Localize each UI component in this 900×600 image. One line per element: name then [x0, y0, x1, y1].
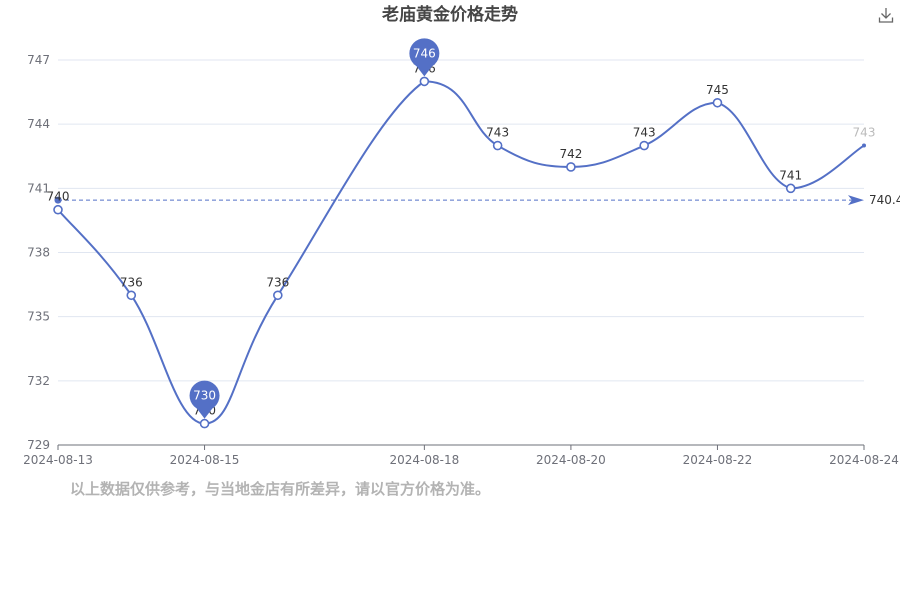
data-label: 740 — [47, 190, 70, 204]
data-label: 743 — [486, 126, 509, 140]
average-line-label: 740.4 — [869, 193, 900, 207]
grid-lines — [58, 59, 864, 382]
data-label: 743 — [853, 126, 876, 140]
data-point — [566, 162, 576, 172]
average-line-arrow — [848, 195, 864, 206]
data-point — [492, 140, 503, 151]
data-point — [199, 418, 210, 429]
disclaimer-text: 以上数据仅供参考，与当地金店有所差异，请以官方价格为准。 — [70, 480, 491, 498]
x-tick-label: 2024-08-18 — [389, 453, 459, 467]
y-tick-label: 738 — [27, 246, 50, 260]
max-marker-pin — [409, 38, 440, 69]
series-layer — [57, 80, 865, 425]
chart-title: 老庙黄金价格走势 — [381, 4, 518, 25]
markers: 746 730 — [189, 38, 440, 419]
data-points — [53, 76, 866, 429]
y-tick-label: 741 — [27, 181, 50, 195]
data-point — [712, 97, 723, 108]
x-tick-label: 2024-08-24 — [829, 453, 899, 467]
min-marker-pin-label: 730 — [193, 389, 216, 403]
data-label: 745 — [706, 83, 729, 97]
data-label: 741 — [779, 168, 802, 182]
data-label: 743 — [633, 126, 656, 140]
download-icon[interactable] — [878, 8, 894, 23]
x-tick-label: 2024-08-22 — [683, 453, 753, 467]
data-point — [273, 290, 283, 301]
x-tick-label: 2024-08-20 — [536, 453, 606, 467]
data-labels: 740736730736746743742743745741743 — [47, 61, 876, 417]
data-point — [785, 183, 796, 194]
data-point — [862, 143, 866, 148]
data-point — [419, 76, 430, 87]
average-line-group: 740.4 — [54, 193, 900, 207]
data-label: 736 — [266, 275, 289, 289]
data-point — [53, 204, 63, 215]
max-marker-pin-label: 746 — [413, 46, 436, 60]
data-label: 742 — [559, 147, 582, 161]
x-tick-label: 2024-08-15 — [170, 453, 240, 467]
y-tick-label: 729 — [27, 438, 50, 452]
min-marker-pin — [189, 380, 220, 411]
y-tick-label: 735 — [27, 310, 50, 324]
x-tick-label: 2024-08-13 — [23, 453, 93, 467]
data-point — [126, 290, 137, 301]
data-point — [639, 140, 649, 151]
y-tick-label: 744 — [27, 117, 50, 131]
average-line-start-dot — [54, 196, 62, 204]
series-line — [57, 80, 865, 425]
y-tick-label: 747 — [27, 53, 50, 67]
y-tick-label: 732 — [27, 374, 50, 388]
data-label: 736 — [120, 275, 143, 289]
axes: 729 732 735 738 741 744 747 2024-08-13 2024-08-1… — [23, 53, 899, 467]
